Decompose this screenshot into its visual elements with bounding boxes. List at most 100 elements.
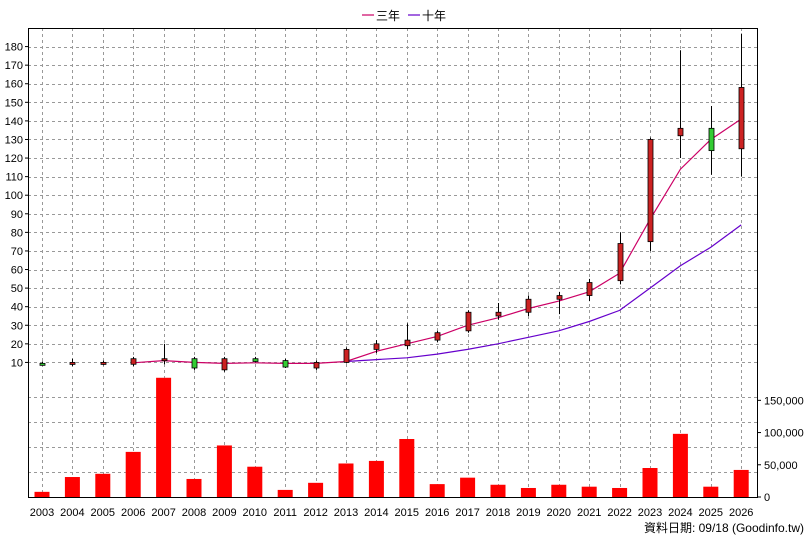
- candle-body: [161, 358, 168, 362]
- volume-bar: [672, 433, 688, 497]
- year-label: 2022: [607, 507, 631, 519]
- volume-bar: [581, 486, 597, 497]
- candle-body: [647, 139, 654, 243]
- price-tick-label: 80: [11, 227, 23, 239]
- candle-body: [69, 362, 76, 365]
- price-tick-label: 120: [5, 153, 23, 165]
- year-label: 2025: [699, 507, 723, 519]
- volume-bar: [460, 477, 476, 497]
- price-tick-label: 160: [5, 79, 23, 91]
- year-label: 2004: [60, 507, 84, 519]
- year-label: 2012: [303, 507, 327, 519]
- price-tick-label: 170: [5, 60, 23, 72]
- price-tick-label: 150: [5, 97, 23, 109]
- year-label: 2024: [668, 507, 692, 519]
- price-tick-label: 10: [11, 357, 23, 369]
- candle-body: [556, 295, 563, 300]
- volume-bars: [34, 377, 749, 497]
- volume-bar: [64, 477, 80, 497]
- year-label: 2009: [212, 507, 236, 519]
- axes: [28, 28, 758, 498]
- year-label: 2015: [395, 507, 419, 519]
- price-tick-label: 110: [5, 172, 23, 184]
- volume-bar: [551, 484, 567, 497]
- price-tick-label: 40: [11, 302, 23, 314]
- candle-body: [221, 358, 228, 371]
- legend-label-3yr: 三年: [376, 9, 400, 23]
- price-tick-label: 140: [5, 116, 23, 128]
- year-label: 2010: [243, 507, 267, 519]
- year-label: 2006: [121, 507, 145, 519]
- volume-bar: [368, 460, 384, 497]
- candle-body: [738, 87, 745, 150]
- candle-body: [130, 358, 137, 365]
- year-label: 2020: [547, 507, 571, 519]
- volume-bar: [34, 491, 50, 497]
- year-label: 2014: [364, 507, 388, 519]
- volume-tick-label: 100,000: [764, 428, 804, 440]
- volume-tick-label: 0: [764, 492, 770, 504]
- candle-body: [191, 358, 198, 369]
- volume-bar: [186, 478, 202, 497]
- candle-body: [100, 362, 107, 365]
- price-axis-labels: 10 20 30 40 50 60 70 80 90 100 110 120 130 140 150 160 1…: [5, 42, 28, 369]
- volume-bar: [277, 489, 293, 497]
- year-label: 2018: [486, 507, 510, 519]
- volume-bar: [429, 484, 445, 497]
- chart-legend: 三年 十年: [362, 9, 446, 23]
- volume-bar: [308, 482, 324, 497]
- candle-body: [434, 332, 441, 341]
- volume-bar: [703, 486, 719, 497]
- volume-bar: [125, 451, 141, 497]
- year-label: 2003: [30, 507, 54, 519]
- candle-body: [39, 362, 46, 366]
- year-label: 2019: [516, 507, 540, 519]
- price-tick-label: 50: [11, 283, 23, 295]
- year-label: 2007: [151, 507, 175, 519]
- candle-body: [313, 362, 320, 369]
- candle-body: [677, 127, 684, 137]
- price-tick-label: 130: [5, 134, 23, 146]
- year-label: 2016: [425, 507, 449, 519]
- price-tick-label: 60: [11, 265, 23, 277]
- legend-label-10yr: 十年: [422, 9, 446, 23]
- price-tick-label: 30: [11, 320, 23, 332]
- volume-tick-label: 150,000: [764, 395, 804, 407]
- year-label: 2008: [182, 507, 206, 519]
- candle-body: [282, 360, 289, 368]
- year-label: 2026: [729, 507, 753, 519]
- price-tick-label: 90: [11, 209, 23, 221]
- volume-bar: [520, 487, 536, 497]
- volume-bar: [338, 463, 354, 497]
- candle-body: [343, 349, 350, 363]
- volume-bar: [733, 469, 749, 497]
- candle-body: [586, 282, 593, 296]
- candle-body: [465, 311, 472, 332]
- candle-body: [617, 243, 624, 282]
- candle-body: [404, 339, 411, 347]
- volume-bar: [156, 377, 172, 497]
- candle-body: [495, 311, 502, 317]
- grid-lines: [28, 28, 758, 498]
- price-tick-label: 20: [11, 339, 23, 351]
- volume-bar: [642, 468, 658, 497]
- volume-axis-labels: 0 50,000 100,000 150,000: [758, 395, 804, 504]
- price-tick-label: 180: [5, 42, 23, 54]
- volume-bar: [95, 473, 111, 497]
- source-note: 資料日期: 09/18 (Goodinfo.tw): [644, 521, 804, 535]
- year-label: 2011: [273, 507, 297, 519]
- year-label: 2023: [638, 507, 662, 519]
- price-tick-label: 100: [5, 190, 23, 202]
- volume-tick-label: 50,000: [764, 460, 798, 472]
- candlesticks: [39, 33, 745, 372]
- year-label: 2013: [334, 507, 358, 519]
- candle-body: [373, 343, 380, 350]
- volume-bar: [216, 445, 232, 497]
- price-tick-label: 70: [11, 246, 23, 258]
- year-axis-labels: 2003 2004 2005 2006 2007 2008 2009 2010 2011 2012…: [30, 507, 754, 519]
- candle-body: [525, 298, 532, 313]
- ma-line-10yr: [345, 224, 742, 363]
- volume-bar: [399, 439, 415, 497]
